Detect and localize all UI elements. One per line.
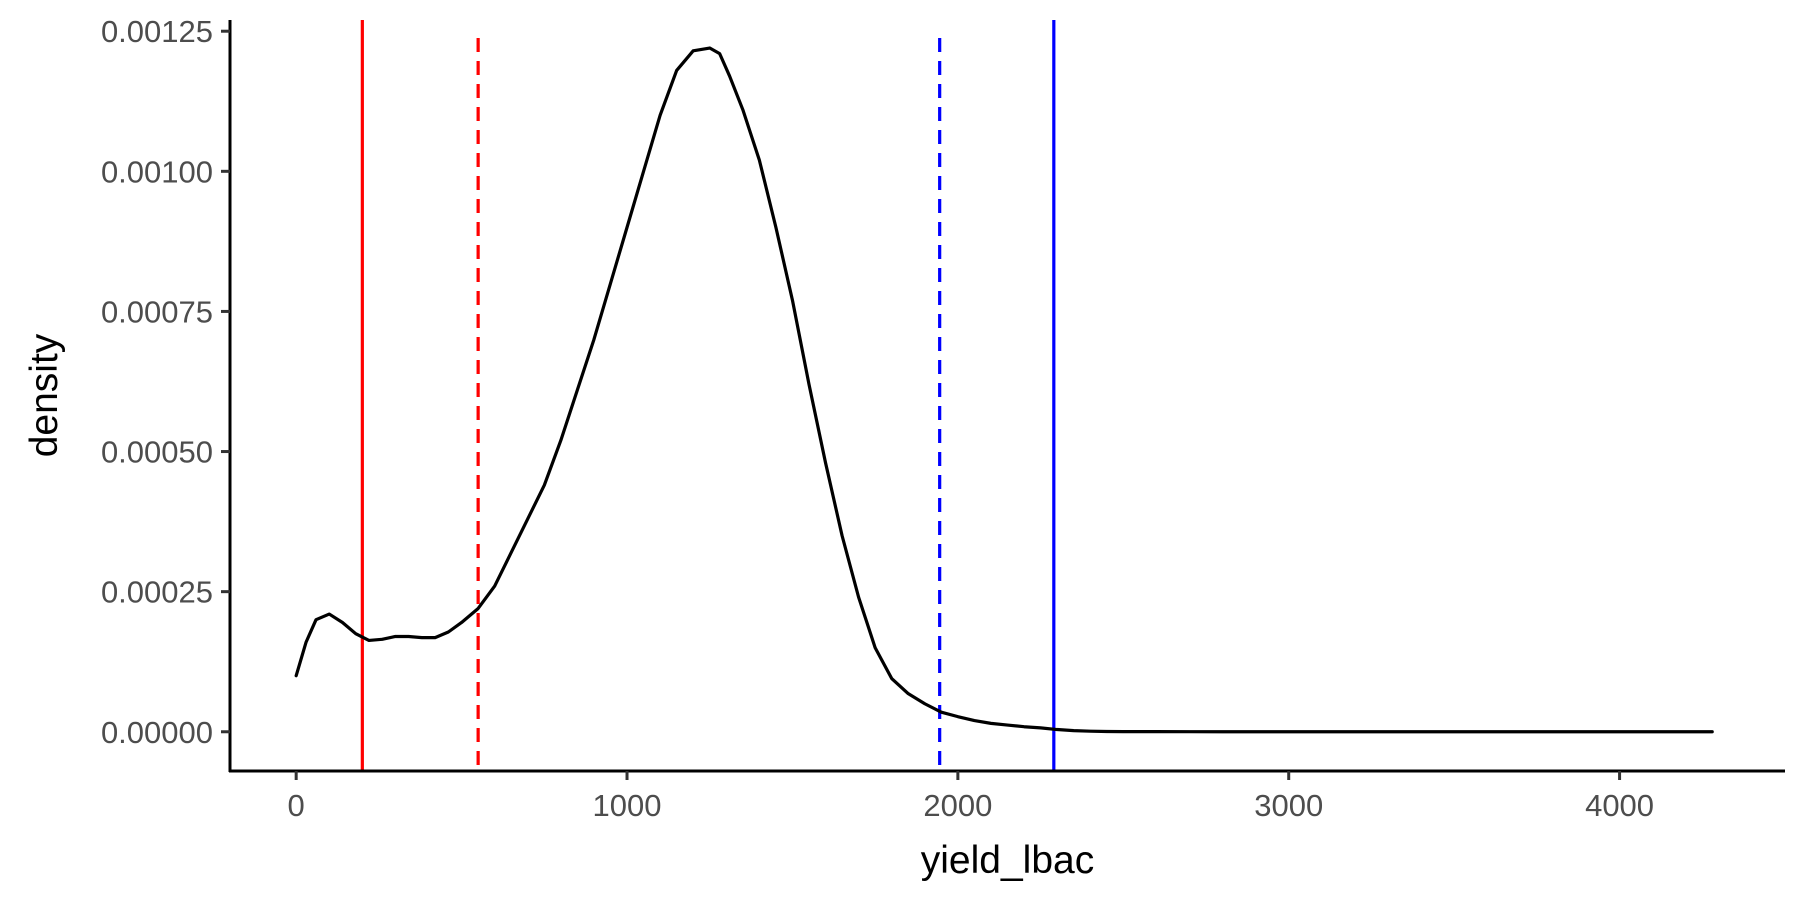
plot-area <box>294 20 1714 771</box>
x-tick-label: 2000 <box>923 788 992 823</box>
x-tick-label: 4000 <box>1585 788 1654 823</box>
y-tick-label: 0.00025 <box>101 575 213 610</box>
y-axis-title: density <box>23 333 66 457</box>
y-tick-label: 0.00100 <box>101 154 213 189</box>
y-tick-label: 0.00075 <box>101 294 213 329</box>
x-tick-label: 0 <box>288 788 305 823</box>
x-tick-label: 1000 <box>593 788 662 823</box>
axes: 0 1000 2000 3000 4000 0.00000 0.00025 0.00050 0.… <box>101 14 1785 823</box>
x-tick-label: 3000 <box>1254 788 1323 823</box>
y-tick-label: 0.00000 <box>101 715 213 750</box>
y-tick-label: 0.00125 <box>101 14 213 49</box>
x-axis-title: yield_lbac <box>921 839 1094 882</box>
density-curve <box>294 46 1714 734</box>
y-tick-label: 0.00050 <box>101 435 213 470</box>
